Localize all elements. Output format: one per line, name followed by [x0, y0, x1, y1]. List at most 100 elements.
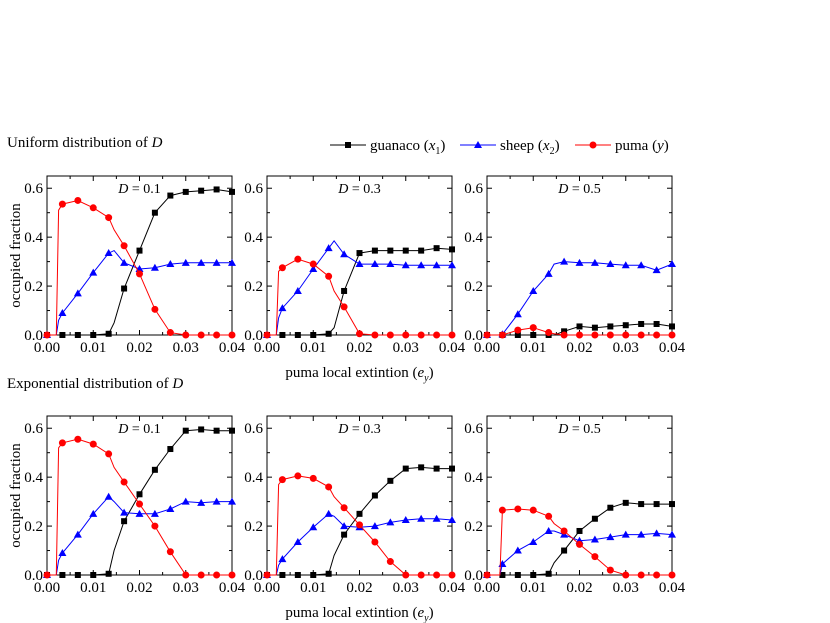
x-tick-label: 0.04: [659, 580, 686, 596]
data-point-puma: [325, 483, 333, 491]
y-tick-label: 0.2: [24, 519, 43, 535]
x-tick-label: 0.02: [346, 340, 372, 356]
panel-uniform-2: 0.0 0.2 0.4 0.6 0.00 0.01 0.02 0.03 0.04 D = 0.3 p…: [244, 175, 466, 384]
data-point-puma: [591, 331, 599, 339]
data-point-puma: [182, 331, 190, 339]
data-point-guanaco: [514, 332, 521, 338]
data-point-sheep: [340, 522, 349, 530]
plot-frame: [486, 415, 673, 576]
data-point-guanaco: [387, 477, 394, 484]
y-tick-label: 0.2: [244, 519, 263, 535]
data-point-puma: [591, 553, 599, 561]
plot-frame: [486, 175, 673, 336]
data-point-sheep: [637, 261, 646, 269]
data-point-guanaco: [591, 515, 598, 522]
x-tick-label: 0.00: [474, 340, 500, 356]
y-tick-label: 0.2: [464, 279, 483, 295]
data-point-sheep: [228, 497, 236, 505]
data-point-guanaco: [90, 572, 97, 578]
data-point-sheep: [355, 260, 364, 268]
y-tick-label: 0.2: [24, 279, 43, 295]
data-point-puma: [151, 522, 159, 530]
panel-label: D = 0.5: [557, 182, 601, 197]
data-point-sheep: [560, 257, 569, 265]
panel-label: D = 0.1: [117, 422, 161, 437]
x-tick-label: 0.04: [659, 340, 686, 356]
data-point-puma: [433, 331, 441, 339]
panel-uniform-3: 0.0 0.2 0.4 0.6 0.00 0.01 0.02 0.03 0.04 D = 0.5: [464, 175, 686, 356]
data-point-sheep: [513, 546, 522, 554]
x-tick-label: 0.02: [126, 340, 152, 356]
data-point-guanaco: [607, 323, 614, 330]
data-point-puma: [213, 571, 221, 579]
y-tick-label: 0.4: [464, 470, 483, 486]
y-tick-label: 0.4: [244, 230, 263, 246]
legend-item-sheep: sheep (x2): [460, 138, 560, 157]
data-point-guanaco: [151, 209, 158, 216]
data-point-puma: [371, 331, 379, 339]
data-point-puma: [529, 324, 537, 332]
data-point-sheep: [150, 263, 159, 271]
series-guanaco: [264, 464, 455, 578]
data-point-guanaco: [387, 247, 394, 254]
y-tick-label: 0.0: [464, 568, 483, 584]
y-tick-label: 0.6: [24, 181, 43, 197]
y-tick-label: 0.4: [24, 230, 43, 246]
data-point-guanaco: [576, 323, 583, 330]
data-point-guanaco: [59, 332, 66, 338]
x-tick-label: 0.01: [300, 580, 326, 596]
panel-label: D = 0.1: [117, 182, 161, 197]
data-point-guanaco: [449, 246, 455, 253]
data-point-guanaco: [310, 332, 317, 338]
row-title-exponential: Exponential distribution of D: [7, 376, 183, 392]
x-tick-label: 0.02: [346, 580, 372, 596]
data-point-guanaco: [229, 427, 235, 434]
data-point-sheep: [120, 508, 129, 516]
data-point-puma: [309, 474, 317, 482]
data-point-puma: [294, 472, 302, 480]
data-point-guanaco: [121, 518, 128, 525]
series-line-puma: [47, 199, 232, 336]
data-point-guanaco: [151, 466, 158, 473]
x-tick-label: 0.00: [34, 580, 60, 596]
panel-exponential-2: 0.0 0.2 0.4 0.6 0.00 0.01 0.02 0.03 0.04 D = 0.3 p…: [244, 415, 466, 623]
data-point-sheep: [309, 523, 318, 531]
data-point-sheep: [150, 509, 159, 517]
data-point-sheep: [228, 258, 236, 266]
data-point-guanaco: [341, 287, 348, 294]
data-point-puma: [529, 506, 537, 514]
data-point-guanaco: [74, 572, 81, 578]
series-puma: [263, 255, 456, 339]
data-point-sheep: [293, 286, 302, 294]
data-point-sheep: [370, 522, 379, 530]
x-tick-label: 0.01: [80, 340, 106, 356]
data-point-sheep: [590, 535, 599, 543]
data-point-sheep: [293, 537, 302, 545]
data-point-sheep: [212, 497, 221, 505]
y-axis-label: occupied fraction: [8, 443, 24, 548]
x-tick-label: 0.03: [393, 340, 419, 356]
data-point-guanaco: [105, 330, 112, 337]
data-point-puma: [433, 571, 441, 579]
data-point-sheep: [386, 518, 395, 526]
data-point-puma: [89, 440, 97, 448]
data-point-sheep: [104, 249, 113, 257]
data-point-puma: [356, 330, 363, 338]
x-tick-label: 0.02: [566, 580, 592, 596]
x-tick-label: 0.01: [300, 340, 326, 356]
y-tick-label: 0.4: [24, 470, 43, 486]
data-point-sheep: [324, 509, 333, 517]
data-point-guanaco: [121, 285, 128, 292]
data-point-puma: [43, 571, 51, 579]
y-axis-label: occupied fraction: [8, 203, 24, 308]
y-tick-label: 0.6: [244, 421, 263, 437]
data-point-puma: [386, 331, 394, 339]
data-point-puma: [386, 558, 394, 566]
y-tick-label: 0.4: [464, 230, 483, 246]
data-point-puma: [483, 571, 491, 579]
data-point-guanaco: [402, 247, 409, 254]
data-point-sheep: [309, 264, 318, 272]
data-point-guanaco: [213, 427, 220, 434]
data-point-sheep: [181, 497, 190, 505]
data-point-puma: [402, 331, 410, 339]
